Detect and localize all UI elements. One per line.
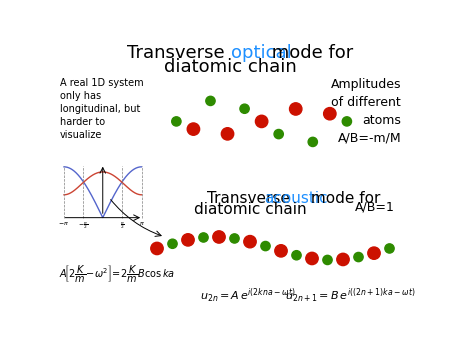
Circle shape [274, 129, 284, 139]
Circle shape [261, 241, 270, 251]
Text: Transverse: Transverse [127, 44, 230, 63]
Circle shape [368, 247, 380, 259]
Text: $\pi$: $\pi$ [139, 220, 144, 227]
Circle shape [213, 231, 225, 243]
Text: A real 1D system
only has
longitudinal, but
harder to
visualize: A real 1D system only has longitudinal, … [60, 77, 144, 140]
Circle shape [244, 236, 256, 248]
Text: mode for: mode for [306, 191, 380, 206]
Circle shape [182, 234, 194, 246]
Circle shape [221, 128, 234, 140]
Text: $-\pi$: $-\pi$ [58, 220, 70, 227]
Circle shape [240, 104, 249, 113]
Text: A/B=1: A/B=1 [355, 201, 395, 214]
Text: $u_{2n} = A\,e^{i(2kna-\omega t)}$: $u_{2n} = A\,e^{i(2kna-\omega t)}$ [200, 287, 295, 305]
Circle shape [385, 244, 394, 253]
Circle shape [230, 234, 239, 243]
Text: $\frac{\pi}{2}$: $\frac{\pi}{2}$ [120, 220, 125, 231]
Text: optical: optical [230, 44, 292, 63]
Text: Transverse: Transverse [207, 191, 295, 206]
Circle shape [199, 233, 208, 242]
Circle shape [172, 117, 181, 126]
Circle shape [342, 117, 351, 126]
Circle shape [206, 96, 215, 105]
Circle shape [354, 252, 363, 262]
Circle shape [306, 252, 318, 265]
Text: $A\!\left[2\dfrac{K}{m}\!-\!\omega^2\right]\!=\!2\dfrac{K}{m}B\cos ka$: $A\!\left[2\dfrac{K}{m}\!-\!\omega^2\rig… [58, 264, 175, 285]
Circle shape [168, 239, 177, 248]
Circle shape [256, 115, 268, 127]
Circle shape [275, 245, 287, 257]
Circle shape [337, 253, 349, 266]
Circle shape [323, 255, 332, 265]
Circle shape [308, 137, 317, 147]
Text: diatomic chain: diatomic chain [194, 202, 306, 217]
Circle shape [292, 251, 301, 260]
Circle shape [289, 103, 302, 115]
Circle shape [187, 123, 200, 135]
Text: diatomic chain: diatomic chain [164, 57, 297, 75]
Circle shape [151, 242, 163, 255]
Text: $u_{2n+1} = B\,e^{i((2n+1)ka-\omega t)}$: $u_{2n+1} = B\,e^{i((2n+1)ka-\omega t)}$ [285, 287, 415, 305]
Text: acoustic: acoustic [264, 191, 328, 206]
Circle shape [324, 107, 336, 120]
Text: Amplitudes
of different
atoms
A/B=-m/M: Amplitudes of different atoms A/B=-m/M [331, 77, 401, 145]
Text: $-\frac{\pi}{2}$: $-\frac{\pi}{2}$ [78, 220, 88, 231]
Text: mode for: mode for [266, 44, 354, 63]
